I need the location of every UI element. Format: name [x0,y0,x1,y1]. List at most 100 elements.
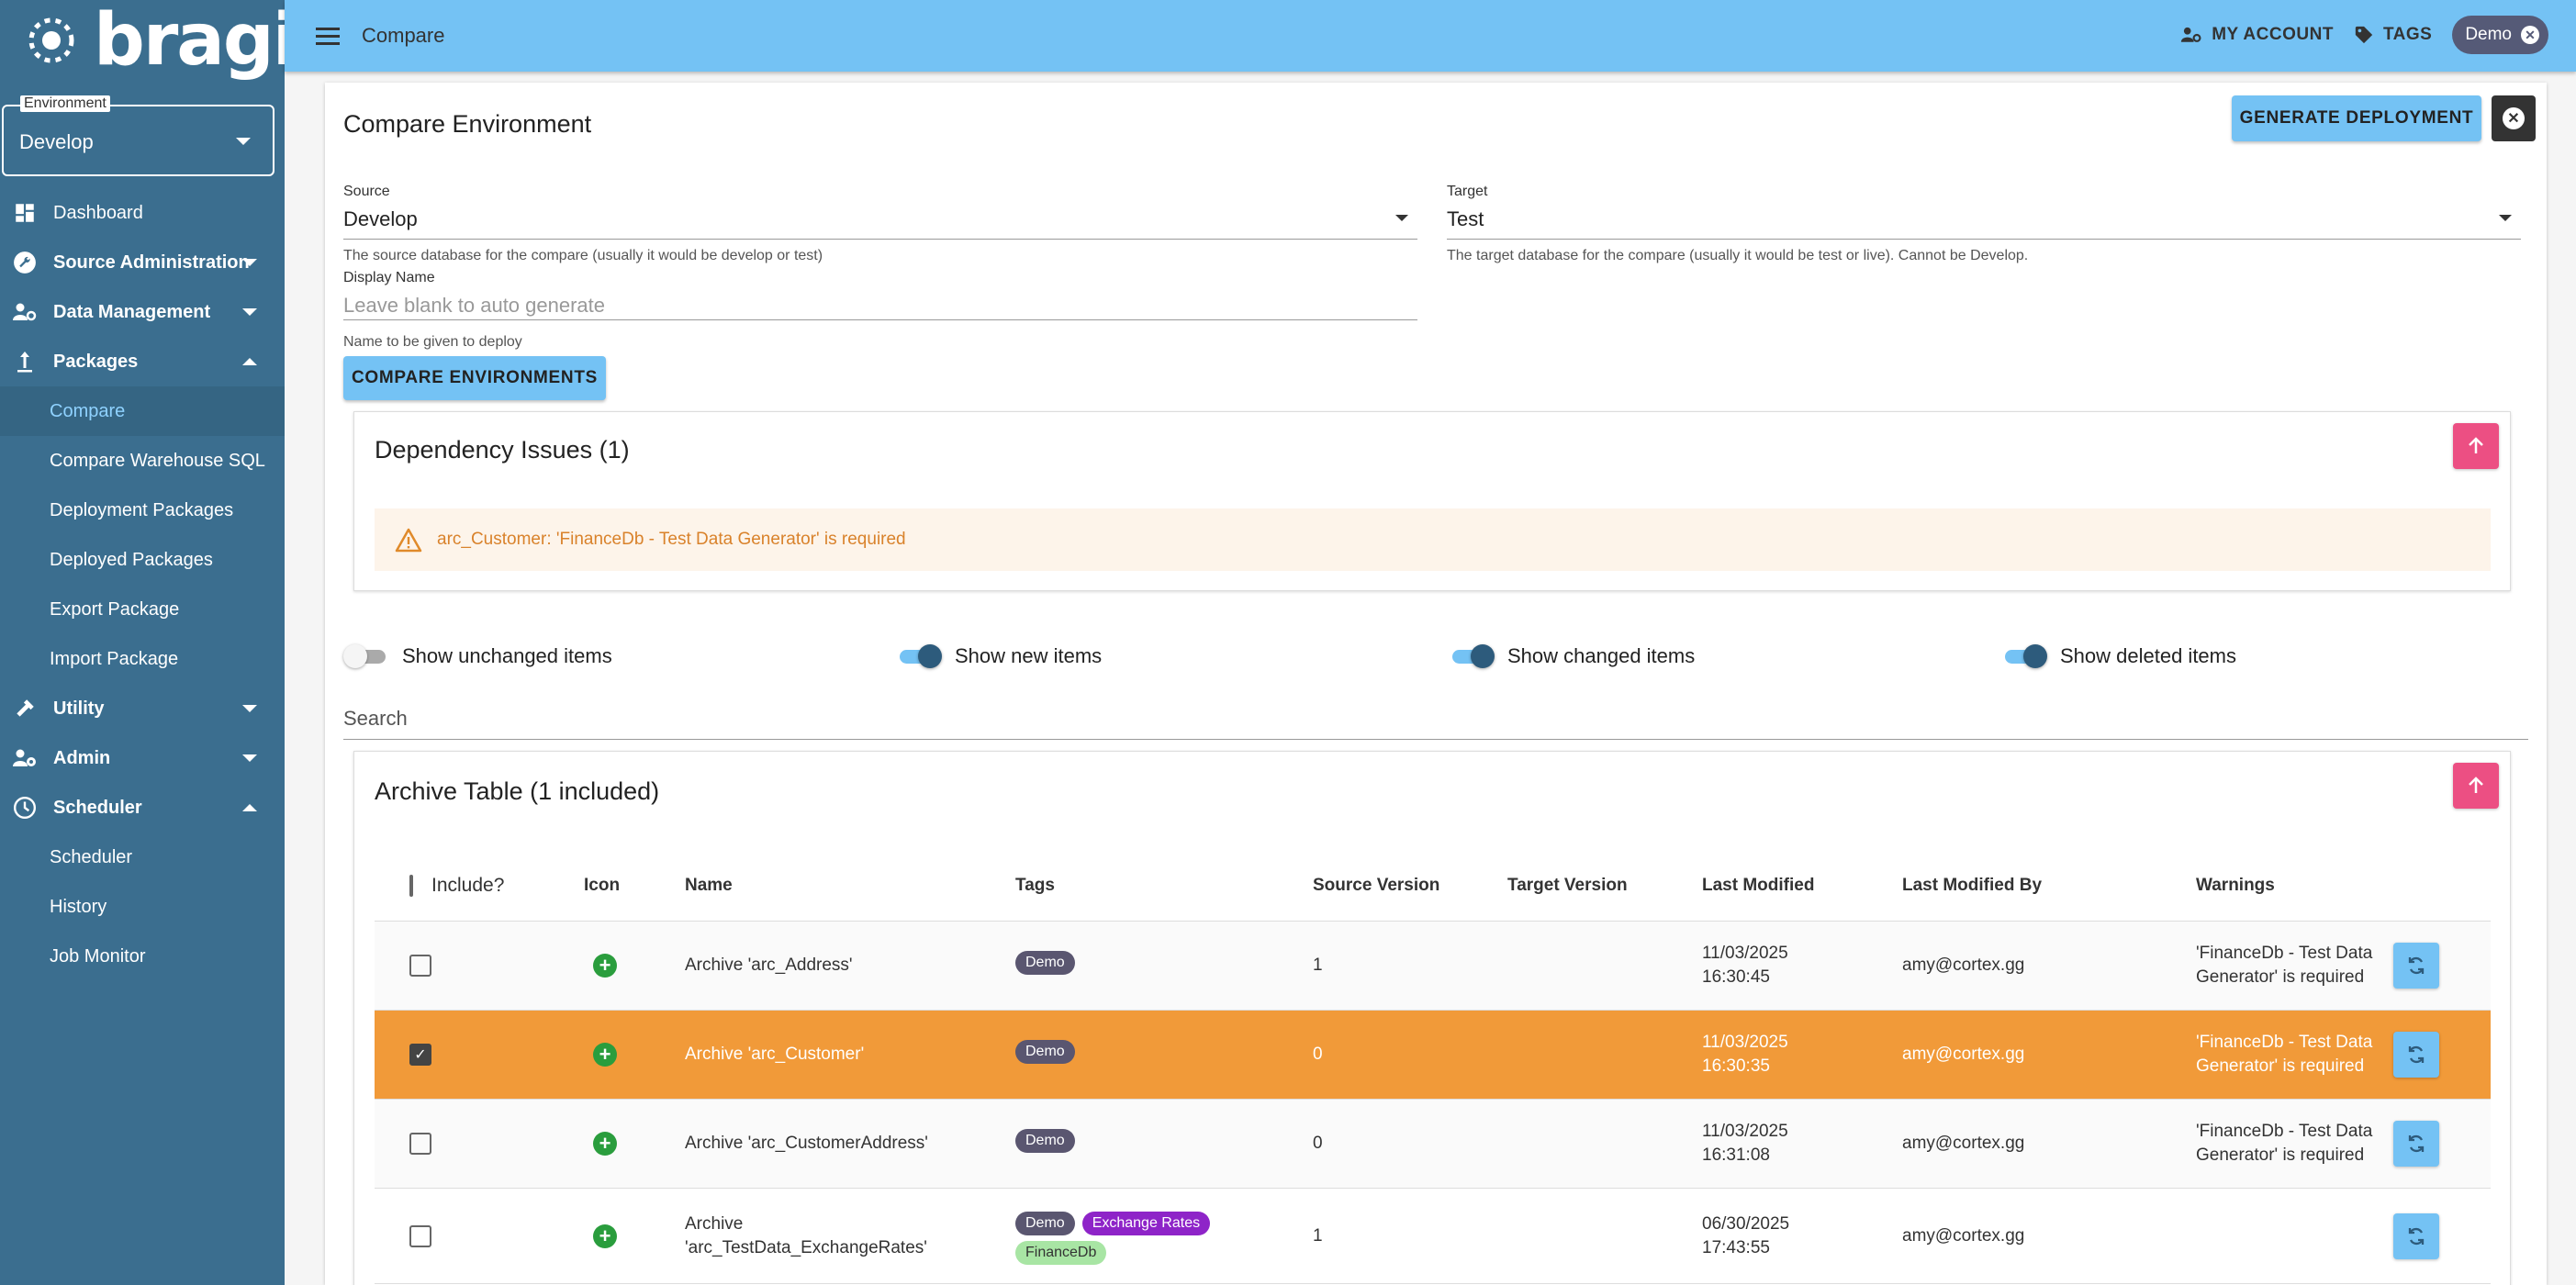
table-row[interactable]: + Archive 'arc_Address' Demo 1 11/03/202… [375,922,2491,1011]
sidebar-item-label: Data Management [53,301,211,322]
row-checkbox[interactable] [409,1133,431,1155]
environment-value: Develop [19,130,94,153]
sidebar-item-label: Admin [53,747,111,768]
column-header: Last Modified [1702,875,1815,895]
row-modified-time: 16:30:45 [1702,967,1770,987]
row-warning: 'FinanceDb - Test Data Generator' is req… [2196,1033,2373,1076]
switch-unchanged[interactable] [343,642,389,670]
toggle-deleted[interactable]: Show deleted items [2001,642,2236,670]
sidebar-item-label: Export Package [50,598,180,620]
menu-icon[interactable] [316,27,340,45]
scroll-up-button[interactable] [2453,763,2499,809]
display-name-field[interactable]: Display Name Leave blank to auto generat… [343,270,1417,320]
display-name-help: Name to be given to deploy [343,334,522,350]
source-value: Develop [343,207,418,230]
table-row[interactable]: + Archive 'arc_CustomerAddress' Demo 0 1… [375,1100,2491,1189]
row-last-modified: 11/03/2025 16:30:35 [1702,1031,1902,1078]
sidebar-item-export-package[interactable]: Export Package [0,585,285,634]
warning-icon [395,528,422,553]
refresh-button[interactable] [2393,1212,2439,1259]
refresh-button[interactable] [2393,1121,2439,1167]
switch-changed[interactable] [1449,642,1495,670]
user-chip[interactable]: Demo ✕ [2452,16,2548,54]
switch-deleted[interactable] [2001,642,2047,670]
sidebar-item-compare[interactable]: Compare [0,386,285,436]
row-last-modified: 11/03/2025 16:30:45 [1702,942,1902,989]
target-label: Target [1447,184,1488,199]
sidebar-item-history[interactable]: History [0,882,285,932]
my-account-link[interactable]: MY ACCOUNT [2180,25,2334,45]
header-checkbox-cell: Include? [375,874,504,897]
target-select[interactable]: Target Test [1447,184,2521,240]
sidebar-item-scheduler-sub[interactable]: Scheduler [0,832,285,882]
arrow-up-icon [2469,437,2483,453]
tag-badge: FinanceDb [1015,1240,1107,1265]
refresh-button[interactable] [2393,943,2439,989]
toggle-unchanged[interactable]: Show unchanged items [343,642,612,670]
source-select[interactable]: Source Develop [343,184,1417,240]
compare-card: Compare Environment GENERATE DEPLOYMENT … [325,83,2547,1285]
row-name: Archive 'arc_TestData_ExchangeRates' [685,1212,1015,1260]
sidebar-item-packages[interactable]: Packages [0,337,285,386]
caret-down-icon [1395,215,1408,221]
close-icon[interactable]: ✕ [2521,26,2539,44]
row-source-version: 1 [1313,955,1323,975]
sidebar-item-label: Packages [53,351,139,372]
row-checkbox[interactable]: ✓ [409,1044,431,1066]
environment-select[interactable]: Environment Develop [2,95,274,176]
tag-icon [2355,26,2373,44]
row-modified-by: amy@cortex.gg [1902,955,2025,975]
tag-badge: Exchange Rates [1081,1211,1211,1235]
switch-new[interactable] [896,642,942,670]
dependency-title: Dependency Issues (1) [375,436,630,464]
column-header: Name [685,875,733,895]
refresh-button[interactable] [2393,1032,2439,1078]
row-checkbox[interactable] [409,1224,431,1247]
table-row[interactable]: ✓ + Archive 'arc_Customer' Demo 0 11/03/… [375,1011,2491,1100]
sidebar-item-label: Import Package [50,648,179,669]
display-name-label: Display Name [343,270,435,285]
warning-text: arc_Customer: 'FinanceDb - Test Data Gen… [437,530,906,549]
sidebar-item-compare-warehouse-sql[interactable]: Compare Warehouse SQL [0,436,285,486]
toggle-changed-label: Show changed items [1507,644,1696,667]
column-header: Target Version [1507,875,1628,895]
select-all-checkbox[interactable] [409,874,413,897]
wrench-icon [11,249,39,276]
archive-table-panel: Archive Table (1 included) Include? Icon… [353,751,2511,1285]
tag-badge: Demo [1015,1211,1075,1235]
plus-icon: + [593,1224,617,1248]
breadcrumb: Compare [362,24,445,47]
column-header: Last Modified By [1902,875,2043,895]
tag-badge: Demo [1015,1129,1075,1153]
sidebar-item-admin[interactable]: Admin [0,733,285,783]
generate-deployment-button[interactable]: GENERATE DEPLOYMENT [2232,95,2481,141]
row-modified-date: 11/03/2025 [1702,1122,1788,1141]
toggle-new[interactable]: Show new items [896,642,1102,670]
compare-environments-button[interactable]: COMPARE ENVIRONMENTS [343,356,606,400]
toggle-new-label: Show new items [955,644,1103,667]
column-header: Source Version [1313,875,1440,895]
sidebar-item-dashboard[interactable]: Dashboard [0,188,285,238]
row-name: Archive 'arc_Customer' [685,1045,865,1064]
column-header: Icon [584,875,621,895]
arrow-up-icon [2469,777,2483,793]
logo[interactable]: bragi [18,5,297,76]
account-icon [2181,27,2201,42]
close-button[interactable]: ✕ [2492,95,2536,141]
top-bar: Compare MY ACCOUNT TAGS Demo ✕ [285,0,2576,72]
sidebar-item-deployment-packages[interactable]: Deployment Packages [0,486,285,535]
sidebar-item-scheduler[interactable]: Scheduler [0,783,285,832]
toggle-changed[interactable]: Show changed items [1449,642,1695,670]
sidebar-item-utility[interactable]: Utility [0,684,285,733]
search-input[interactable]: Search [343,703,2528,740]
sidebar-item-deployed-packages[interactable]: Deployed Packages [0,535,285,585]
scroll-up-button[interactable] [2453,423,2499,469]
sidebar-item-data-management[interactable]: Data Management [0,287,285,337]
sidebar-item-label: Utility [53,698,105,719]
sidebar-item-job-monitor[interactable]: Job Monitor [0,932,285,981]
tags-link[interactable]: TAGS [2354,25,2432,45]
sidebar-item-import-package[interactable]: Import Package [0,634,285,684]
table-row[interactable]: + Archive 'arc_TestData_ExchangeRates' D… [375,1189,2491,1284]
row-checkbox[interactable] [409,955,431,977]
sidebar-item-source-administration[interactable]: Source Administration [0,238,285,287]
